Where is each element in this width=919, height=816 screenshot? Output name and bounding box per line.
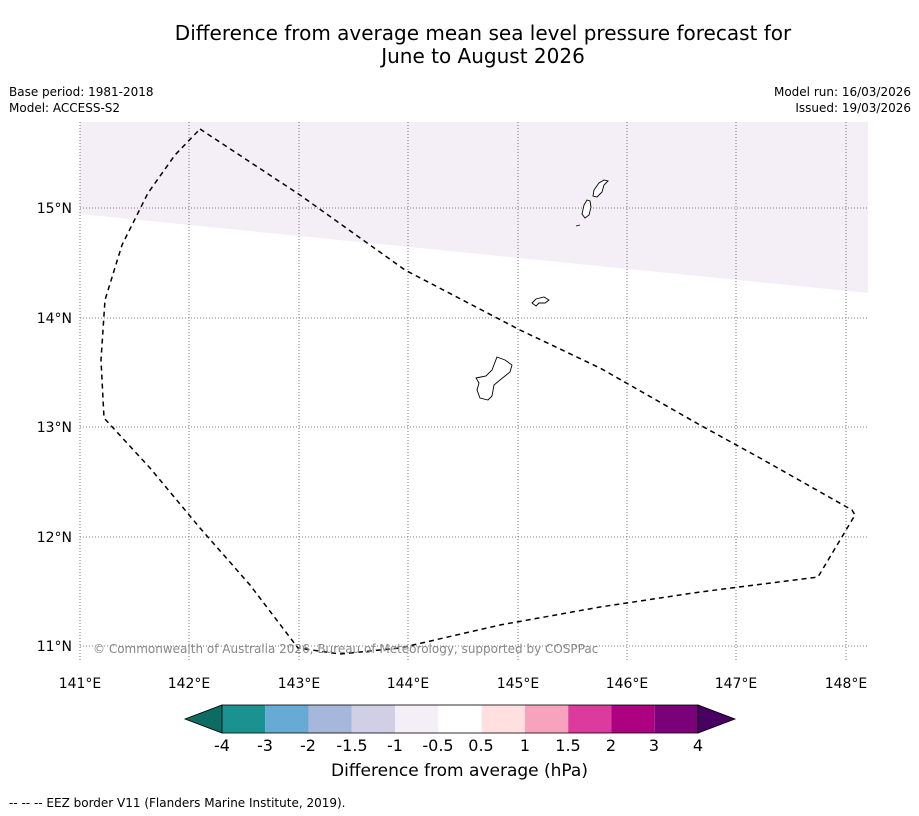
colorbar-swatch: [611, 705, 655, 733]
lon-label: 144°E: [387, 676, 430, 692]
meta-left: Base period: 1981-2018 Model: ACCESS-S2: [9, 84, 154, 116]
colorbar-tick: -2: [300, 736, 316, 755]
gridlines: [79, 122, 868, 660]
eez-border: [100, 128, 856, 655]
colorbar-label: Difference from average (hPa): [331, 761, 588, 781]
colorbar-tick: 3: [649, 736, 659, 755]
tinian-island: [581, 199, 592, 219]
colorbar-swatch: [438, 705, 482, 733]
title-line-2: June to August 2026: [381, 44, 585, 68]
colorbar-swatch: [524, 705, 569, 733]
colorbar-tick: 1.5: [555, 736, 580, 755]
model-run: Model run: 16/03/2026: [773, 85, 911, 99]
saipan-island: [592, 179, 609, 198]
colorbar-swatch: [351, 705, 396, 733]
copyright-text: © Commonwealth of Australia 2026, Bureau…: [93, 642, 598, 656]
lon-label: 146°E: [606, 676, 649, 692]
anomaly-region: [80, 122, 868, 293]
colorbar-swatch: [654, 705, 698, 733]
colorbar-tick: 2: [606, 736, 616, 755]
lon-label: 145°E: [497, 676, 540, 692]
lat-labels: 15°N 14°N 13°N 12°N 11°N: [37, 201, 72, 655]
model-name: Model: ACCESS-S2: [9, 101, 121, 115]
lat-label: 12°N: [37, 530, 72, 546]
colorbar-tick: -3: [257, 736, 273, 755]
colorbar-tick: -1: [387, 736, 403, 755]
lon-label: 147°E: [715, 676, 758, 692]
colorbar-extend-high: [697, 704, 737, 734]
issued-date: Issued: 19/03/2026: [795, 101, 911, 115]
colorbar-tick: -4: [214, 736, 230, 755]
lon-label: 148°E: [825, 676, 868, 692]
map-title: Difference from average mean sea level p…: [0, 22, 919, 68]
map-panel: © Commonwealth of Australia 2026, Bureau…: [79, 122, 868, 660]
lon-labels: 141°E 142°E 143°E 144°E 145°E 146°E 147°…: [59, 676, 868, 692]
colorbar-swatch: [308, 705, 352, 733]
colorbar-swatch: [265, 705, 309, 733]
lat-label: 14°N: [37, 311, 72, 327]
colorbar-extend-low: [183, 704, 223, 734]
aguijan-island: [575, 224, 581, 227]
colorbar-tick: 1: [520, 736, 530, 755]
lat-label: 11°N: [37, 639, 72, 655]
lon-label: 142°E: [168, 676, 211, 692]
colorbar-outline: [221, 704, 699, 734]
lat-label: 13°N: [37, 420, 72, 436]
lon-label: 141°E: [59, 676, 102, 692]
lon-label: 143°E: [278, 676, 321, 692]
colorbar-tick: 4: [693, 736, 703, 755]
rota-island: [531, 296, 550, 307]
meta-right: Model run: 16/03/2026 Issued: 19/03/2026: [774, 84, 911, 116]
colorbar-swatch: [568, 705, 612, 733]
colorbar-swatch: [395, 705, 439, 733]
colorbar-tick: -0.5: [422, 736, 453, 755]
base-period: Base period: 1981-2018: [9, 85, 154, 99]
lat-label: 15°N: [37, 201, 72, 217]
guam-island: [475, 356, 513, 401]
colorbar-tick: -1.5: [336, 736, 367, 755]
colorbar-tick: 0.5: [468, 736, 493, 755]
colorbar: [183, 704, 737, 734]
title-line-1: Difference from average mean sea level p…: [174, 21, 792, 45]
islands: [475, 179, 609, 401]
colorbar-ticks: -4 -3 -2 -1.5 -1 -0.5 0.5 1 1.5 2 3 4: [214, 736, 703, 755]
eez-footnote: -- -- -- EEZ border V11 (Flanders Marine…: [9, 796, 346, 810]
colorbar-swatch: [222, 705, 266, 733]
colorbar-swatch: [481, 705, 525, 733]
